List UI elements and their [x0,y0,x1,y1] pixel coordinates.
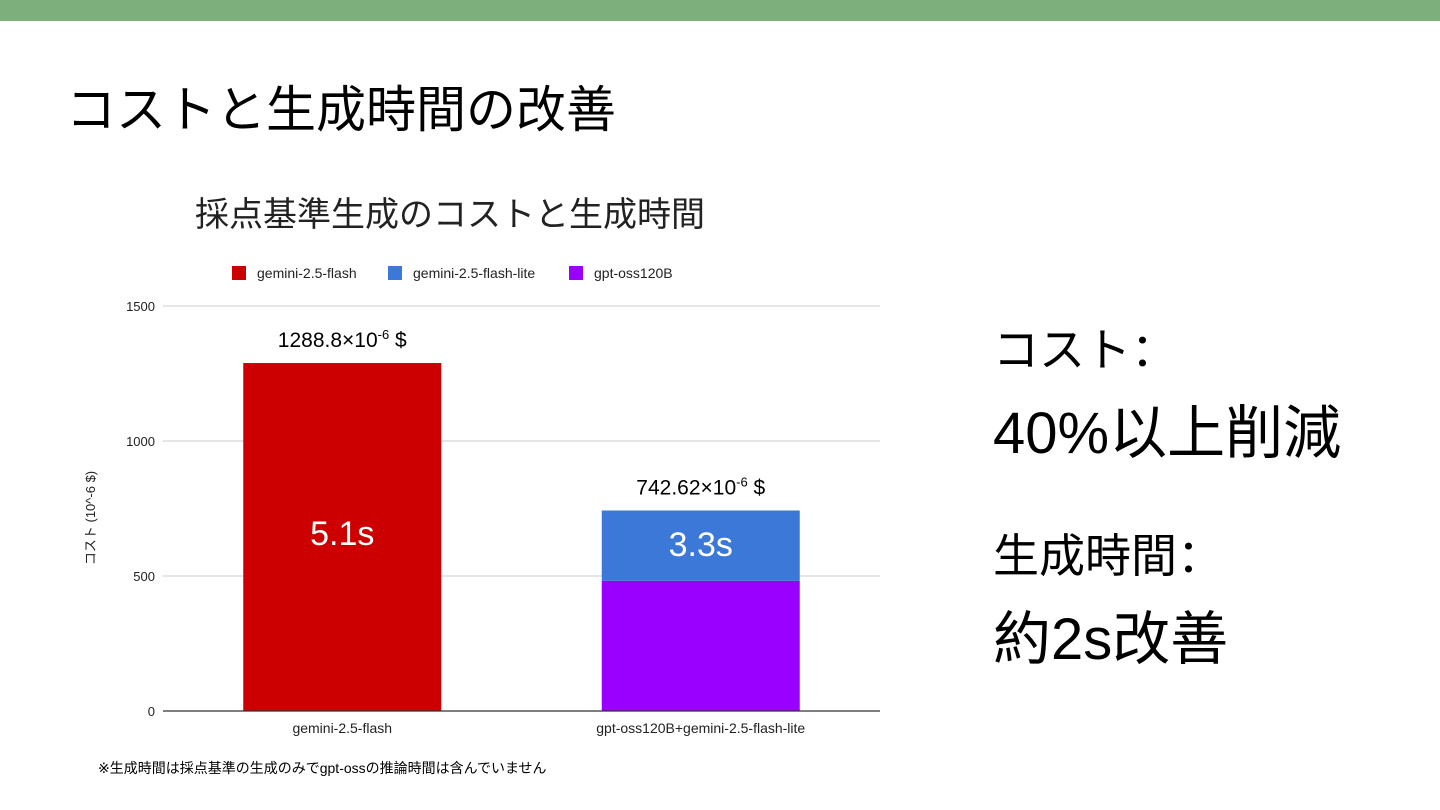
bar-segment [601,510,800,581]
legend-swatch [232,266,246,280]
total-value-label: 742.62×10-6 $ [636,474,765,499]
y-tick-label: 500 [133,569,155,584]
bar-segment [243,363,442,711]
cost-time-chart: 採点基準生成のコストと生成時間 gemini-2.5-flash gemini-2.… [83,196,880,736]
footnote: ※生成時間は採点基準の生成のみでgpt-ossの推論時間は含んでいません [98,760,547,776]
bar-segment [601,580,800,711]
time-improvement-value: 約2s改善 [993,607,1229,672]
legend-label: gemini-2.5-flash-lite [413,265,535,281]
cost-reduction-value: 40%以上削減 [993,401,1342,466]
legend-swatch [388,266,402,280]
cost-label: コスト： [993,324,1177,376]
y-tick-label: 1000 [126,434,155,449]
top-accent-bar [0,0,1440,21]
chart-title: 採点基準生成のコストと生成時間 [195,196,705,234]
legend-label: gemini-2.5-flash [257,265,357,281]
legend-label: gpt-oss120B [594,265,673,281]
total-value-label: 1288.8×10-6 $ [278,327,407,352]
generation-time-label: 3.3s [669,526,733,564]
x-tick-label: gpt-oss120B+gemini-2.5-flash-lite [596,720,805,736]
generation-time-label: 5.1s [310,515,374,553]
y-tick-label: 1500 [126,299,155,314]
time-label: 生成時間： [993,530,1223,582]
y-tick-label: 0 [148,704,155,719]
legend-swatch [569,266,583,280]
y-axis-title: コスト (10^-6 $) [83,471,98,565]
slide-title: コストと生成時間の改善 [66,82,616,138]
x-tick-label: gemini-2.5-flash [292,720,392,736]
